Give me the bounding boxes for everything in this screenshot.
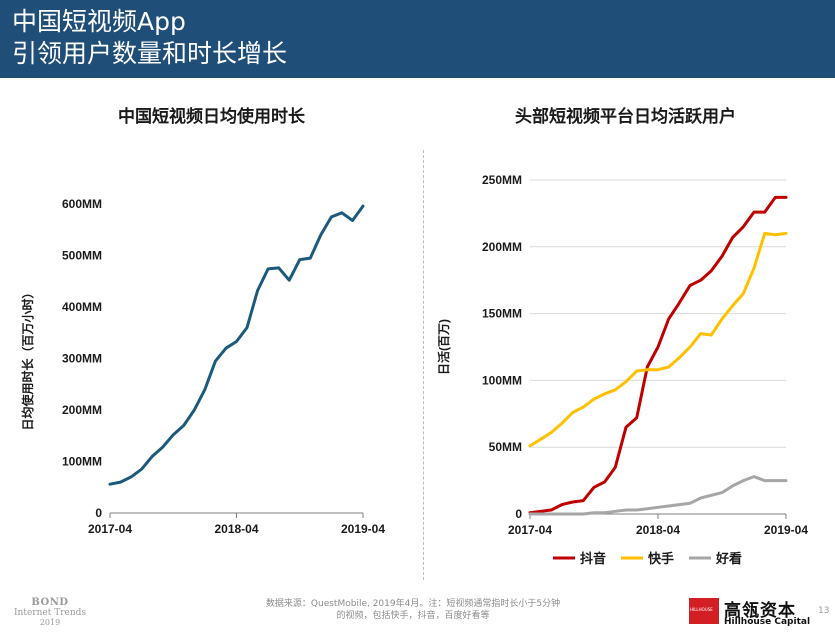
x-tick-label: 2018-04 <box>636 523 680 537</box>
y-tick-label: 0 <box>515 507 522 521</box>
y-tick-label: 150MM <box>482 307 522 321</box>
x-tick-label: 2018-04 <box>214 522 258 536</box>
y-tick-label: 100MM <box>62 455 102 469</box>
source-note-line1: 数据来源：QuestMobile, 2019年4月。注：短视频通常指时长小于5分… <box>265 599 561 609</box>
bond-logo: BOND Internet Trends 2019 <box>14 597 86 627</box>
legend-label: 好看 <box>715 551 742 566</box>
right-chart-title: 头部短视频平台日均活跃用户 <box>515 107 736 127</box>
x-tick-label: 2017-04 <box>508 523 552 537</box>
hillhouse-logo-mark: HILLHOUSE <box>689 598 719 624</box>
left-line-chart: 0 100MM 200MM 300MM 400MM 500MM 600MM 2017-04 20… <box>20 197 385 536</box>
y-tick-label: 600MM <box>62 197 102 211</box>
right-line-chart: 0 50MM 100MM 150MM 200MM 250MM 2017-04 2018-04 2… <box>436 173 808 566</box>
hillhouse-logo-mark-text: HILLHOUSE <box>690 607 713 612</box>
source-note: 数据来源：QuestMobile, 2019年4月。注：短视频通常指时长小于5分… <box>248 598 578 622</box>
x-tick-label: 2017-04 <box>88 522 132 536</box>
source-note-line2: 的视频，包括快手，抖音，百度好看等 <box>336 611 490 621</box>
page-title-line2: 引领用户数量和时长增长 <box>12 39 288 68</box>
y-tick-label: 300MM <box>62 352 102 366</box>
hillhouse-logo-cn: 高瓴资本 <box>724 601 796 621</box>
y-tick-label: 400MM <box>62 300 102 314</box>
y-tick-label: 50MM <box>489 440 522 454</box>
series-line-抖音 <box>528 195 788 515</box>
series-line-快手 <box>528 231 788 448</box>
y-tick-label: 250MM <box>482 173 522 187</box>
legend-label: 抖音 <box>580 551 606 566</box>
hillhouse-logo-en: Hillhouse Capital <box>724 617 811 627</box>
x-tick-label: 2019-04 <box>764 523 808 537</box>
y-tick-label: 500MM <box>62 249 102 263</box>
x-tick-label: 2019-04 <box>341 522 385 536</box>
y-axis-label: 日活(百万) <box>436 319 451 375</box>
y-axis-label: 日均使用时长（百万小时） <box>20 286 35 430</box>
header-banner: 中国短视频App 引领用户数量和时长增长 <box>0 0 835 78</box>
series-line <box>108 204 365 486</box>
page-title-line1: 中国短视频App <box>12 7 186 36</box>
bond-logo-year: 2019 <box>39 618 61 627</box>
legend-label: 快手 <box>648 551 674 566</box>
bond-logo-title: BOND <box>31 597 69 608</box>
series-line-好看 <box>528 475 788 516</box>
y-tick-label: 200MM <box>482 240 522 254</box>
y-tick-label: 100MM <box>482 373 522 387</box>
bond-logo-subtitle: Internet Trends <box>14 608 87 618</box>
page-number: 13 <box>818 606 830 616</box>
chart-divider <box>423 150 424 580</box>
left-chart-title: 中国短视频日均使用时长 <box>118 107 305 127</box>
y-tick-label: 0 <box>95 506 102 520</box>
y-tick-label: 200MM <box>62 403 102 417</box>
